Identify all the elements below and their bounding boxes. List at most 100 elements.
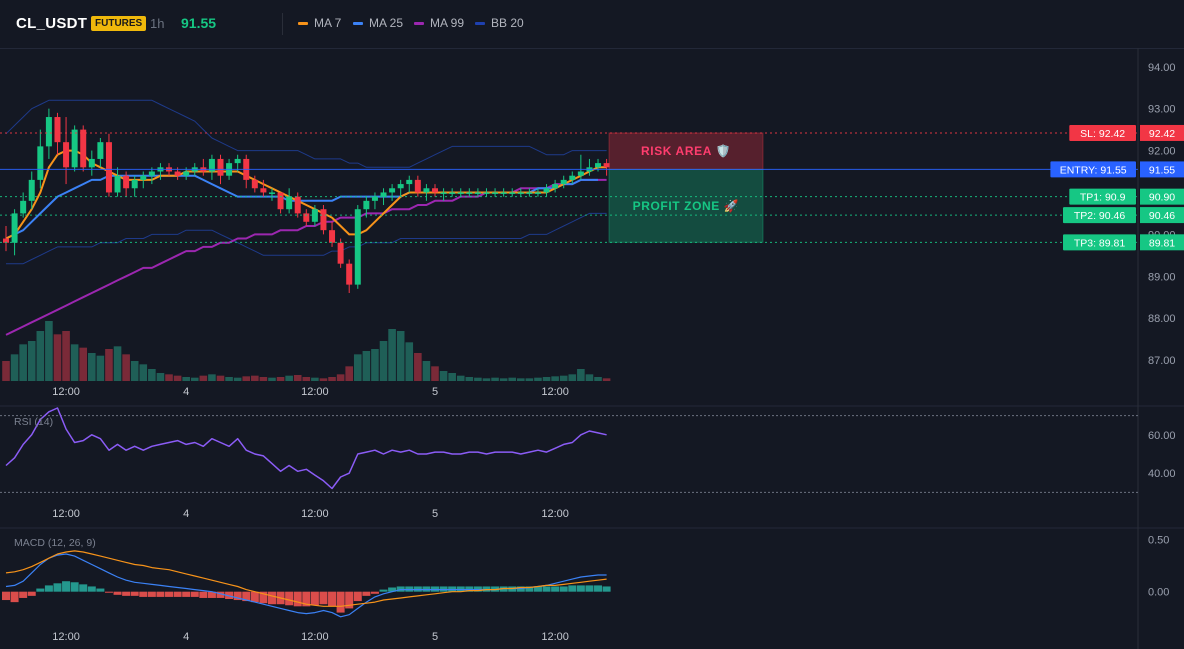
volume-bar	[130, 361, 139, 381]
price-tick-label: 89.00	[1148, 271, 1176, 283]
volume-bar	[499, 378, 508, 381]
candle-body	[577, 171, 584, 176]
volume-bar	[2, 361, 10, 381]
level-tag-label: TP3: 89.81	[1074, 237, 1126, 249]
price-tick-label: 92.00	[1148, 146, 1176, 158]
macd-hist-bar	[36, 588, 45, 592]
legend-ma7[interactable]: MA 7	[298, 16, 341, 30]
volume-bar	[328, 377, 336, 381]
macd-line	[5, 553, 607, 618]
volume-bar	[551, 376, 559, 381]
candle-body	[517, 192, 524, 194]
volume-bar	[105, 349, 113, 381]
volume-bar	[508, 377, 517, 381]
bb20-swatch-icon	[475, 21, 485, 25]
macd-hist-bar	[87, 586, 96, 592]
bb-upper-line	[5, 99, 607, 168]
macd-signal-line	[5, 550, 607, 607]
level-tag	[1069, 124, 1136, 141]
legend-ma25-label: MA 25	[369, 16, 404, 30]
macd-hist-bar	[353, 591, 362, 602]
level-axis-tag	[1140, 161, 1184, 178]
macd-hist-bar	[551, 586, 560, 592]
candle-body	[251, 179, 258, 189]
level-tag-label: TP2: 90.46	[1074, 210, 1126, 222]
macd-hist-bar	[173, 591, 182, 597]
level-axis-label: 89.81	[1149, 237, 1175, 249]
time-tick-label: 12:00	[52, 508, 80, 520]
candle-body	[363, 200, 370, 210]
level-tag-label: TP1: 90.9	[1080, 192, 1126, 204]
macd-hist-bar	[542, 586, 551, 592]
price-tick-label: 93.00	[1148, 104, 1176, 116]
volume-bar	[568, 374, 577, 381]
volume-bar	[53, 334, 62, 381]
volume-bar	[70, 344, 79, 381]
time-tick-label: 4	[183, 386, 189, 398]
macd-hist-bar	[559, 586, 568, 592]
macd-hist-bar	[19, 591, 28, 598]
macd-hist-bar	[370, 591, 379, 594]
candle-body	[603, 163, 610, 168]
volume-bar	[577, 369, 585, 381]
candle-body	[311, 209, 318, 222]
level-tag	[1050, 161, 1136, 178]
ma99-line	[5, 178, 607, 336]
volume-bar	[353, 354, 362, 381]
level-tag	[1063, 207, 1136, 224]
macd-hist-bar	[259, 591, 268, 604]
timeframe-label[interactable]: 1h	[150, 16, 165, 31]
candle-body	[397, 184, 404, 189]
rsi-tick-label: 60.00	[1148, 430, 1176, 442]
level-tag-label: SL: 92.42	[1080, 128, 1125, 140]
volume-bar	[534, 377, 542, 381]
macd-hist-bar	[568, 585, 577, 592]
candle-body	[45, 117, 52, 147]
volume-bar	[182, 377, 190, 381]
volume-bar	[422, 361, 431, 381]
candle-body	[217, 158, 224, 176]
macd-title: MACD (12, 26, 9)	[14, 537, 96, 549]
candle-body	[354, 209, 361, 285]
volume-bar	[414, 353, 422, 381]
candle-body	[234, 158, 241, 164]
candle-body	[3, 238, 9, 243]
macd-hist-bar	[336, 591, 345, 613]
level-axis-label: 90.90	[1149, 192, 1175, 204]
chart-header: CL_USDT FUTURES 1h 91.55 MA 7 MA 25 MA 9…	[0, 0, 1184, 49]
candle-body	[20, 200, 27, 214]
candle-body	[595, 163, 602, 168]
symbol-label[interactable]: CL_USDT	[16, 15, 88, 32]
candle-body	[380, 192, 387, 197]
legend-ma25[interactable]: MA 25	[353, 16, 403, 30]
level-tag	[1069, 188, 1136, 205]
volume-bar	[156, 373, 165, 381]
macd-tick-label: 0.50	[1148, 534, 1169, 546]
rsi-line	[5, 407, 607, 490]
candle-body	[371, 196, 378, 201]
macd-hist-bar	[576, 585, 585, 592]
time-tick-label: 12:00	[301, 508, 329, 520]
candle-body	[303, 213, 310, 222]
macd-hist-bar	[70, 582, 79, 592]
macd-hist-bar	[199, 591, 208, 598]
macd-hist-bar	[602, 586, 611, 592]
volume-bar	[285, 375, 293, 381]
candle-body	[148, 171, 155, 176]
legend-bb20[interactable]: BB 20	[475, 16, 524, 30]
macd-hist-bar	[594, 585, 603, 592]
volume-bar	[10, 354, 19, 381]
volume-bar	[465, 377, 474, 381]
volume-bar	[259, 377, 268, 381]
macd-hist-bar	[53, 583, 62, 592]
candle-body	[406, 179, 413, 185]
macd-hist-bar	[216, 591, 225, 598]
time-tick-label: 5	[432, 508, 438, 520]
legend-ma99[interactable]: MA 99	[414, 16, 464, 30]
volume-bar	[405, 342, 414, 381]
level-axis-tag	[1140, 234, 1184, 251]
volume-bar	[62, 331, 70, 381]
candle-body	[449, 192, 456, 194]
volume-bar	[242, 376, 251, 381]
